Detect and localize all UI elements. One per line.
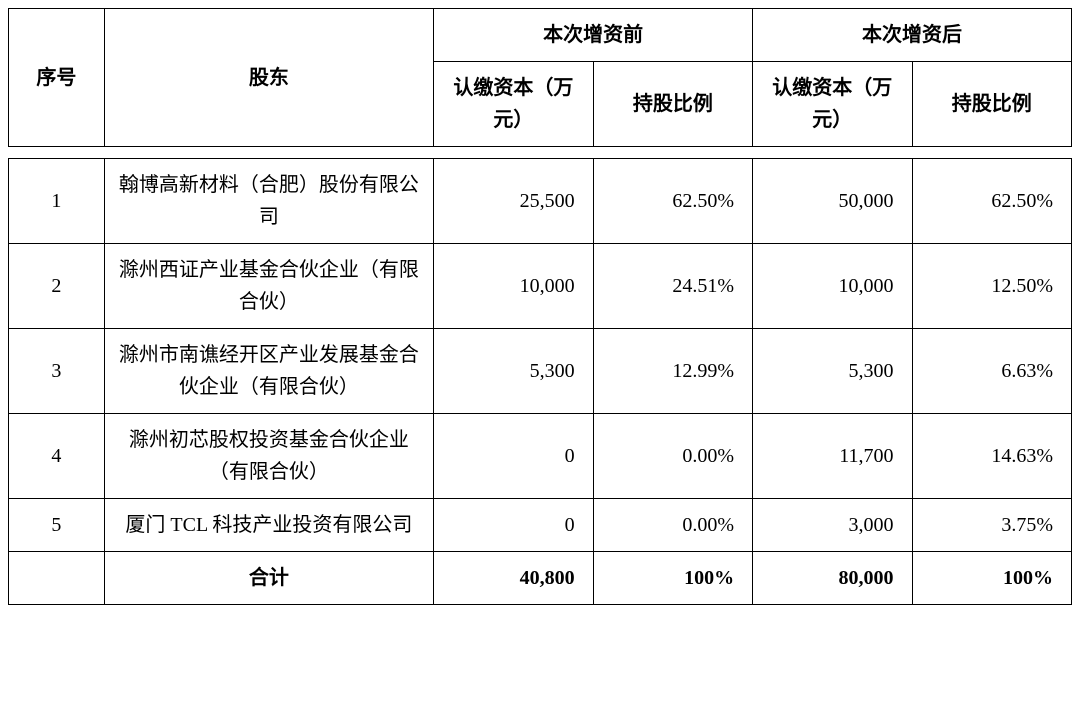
table-total-row: 合计 40,800 100% 80,000 100% (9, 552, 1072, 605)
table-header: 序号 股东 本次增资前 本次增资后 认缴资本（万元） 持股比例 认缴资本（万元）… (9, 9, 1072, 147)
header-before-capital: 认缴资本（万元） (434, 62, 593, 147)
cell-after-ratio: 6.63% (912, 329, 1072, 414)
cell-total-seq (9, 552, 105, 605)
cell-before-ratio: 12.99% (593, 329, 752, 414)
cell-before-ratio: 24.51% (593, 244, 752, 329)
cell-after-capital: 10,000 (753, 244, 912, 329)
header-after-capital: 认缴资本（万元） (753, 62, 912, 147)
cell-after-capital: 50,000 (753, 159, 912, 244)
table-row: 2 滁州西证产业基金合伙企业（有限合伙） 10,000 24.51% 10,00… (9, 244, 1072, 329)
cell-total-before-capital: 40,800 (434, 552, 593, 605)
cell-seq: 4 (9, 414, 105, 499)
cell-total-after-capital: 80,000 (753, 552, 912, 605)
cell-seq: 2 (9, 244, 105, 329)
cell-before-capital: 10,000 (434, 244, 593, 329)
cell-after-capital: 3,000 (753, 499, 912, 552)
cell-before-ratio: 0.00% (593, 499, 752, 552)
cell-name: 滁州西证产业基金合伙企业（有限合伙） (104, 244, 434, 329)
cell-before-capital: 25,500 (434, 159, 593, 244)
shareholder-table-wrap: 序号 股东 本次增资前 本次增资后 认缴资本（万元） 持股比例 认缴资本（万元）… (8, 8, 1072, 605)
cell-seq: 3 (9, 329, 105, 414)
cell-before-ratio: 62.50% (593, 159, 752, 244)
cell-seq: 5 (9, 499, 105, 552)
cell-before-capital: 5,300 (434, 329, 593, 414)
cell-seq: 1 (9, 159, 105, 244)
cell-total-after-ratio: 100% (912, 552, 1072, 605)
cell-name: 滁州初芯股权投资基金合伙企业（有限合伙） (104, 414, 434, 499)
cell-name: 翰博高新材料（合肥）股份有限公司 (104, 159, 434, 244)
header-after-ratio: 持股比例 (912, 62, 1072, 147)
header-before-ratio: 持股比例 (593, 62, 752, 147)
table-row: 4 滁州初芯股权投资基金合伙企业（有限合伙） 0 0.00% 11,700 14… (9, 414, 1072, 499)
cell-after-ratio: 62.50% (912, 159, 1072, 244)
cell-total-label: 合计 (104, 552, 434, 605)
cell-before-ratio: 0.00% (593, 414, 752, 499)
cell-after-ratio: 14.63% (912, 414, 1072, 499)
table-row: 1 翰博高新材料（合肥）股份有限公司 25,500 62.50% 50,000 … (9, 159, 1072, 244)
cell-after-ratio: 3.75% (912, 499, 1072, 552)
header-seq: 序号 (9, 9, 105, 147)
cell-name: 厦门 TCL 科技产业投资有限公司 (104, 499, 434, 552)
table-row: 5 厦门 TCL 科技产业投资有限公司 0 0.00% 3,000 3.75% (9, 499, 1072, 552)
cell-after-ratio: 12.50% (912, 244, 1072, 329)
shareholder-table: 序号 股东 本次增资前 本次增资后 认缴资本（万元） 持股比例 认缴资本（万元）… (8, 8, 1072, 605)
table-body: 1 翰博高新材料（合肥）股份有限公司 25,500 62.50% 50,000 … (9, 147, 1072, 605)
cell-after-capital: 11,700 (753, 414, 912, 499)
cell-total-before-ratio: 100% (593, 552, 752, 605)
table-row: 3 滁州市南谯经开区产业发展基金合伙企业（有限合伙） 5,300 12.99% … (9, 329, 1072, 414)
cell-after-capital: 5,300 (753, 329, 912, 414)
cell-before-capital: 0 (434, 414, 593, 499)
header-group-after: 本次增资后 (753, 9, 1072, 62)
cell-before-capital: 0 (434, 499, 593, 552)
header-group-before: 本次增资前 (434, 9, 753, 62)
header-shareholder: 股东 (104, 9, 434, 147)
cell-name: 滁州市南谯经开区产业发展基金合伙企业（有限合伙） (104, 329, 434, 414)
